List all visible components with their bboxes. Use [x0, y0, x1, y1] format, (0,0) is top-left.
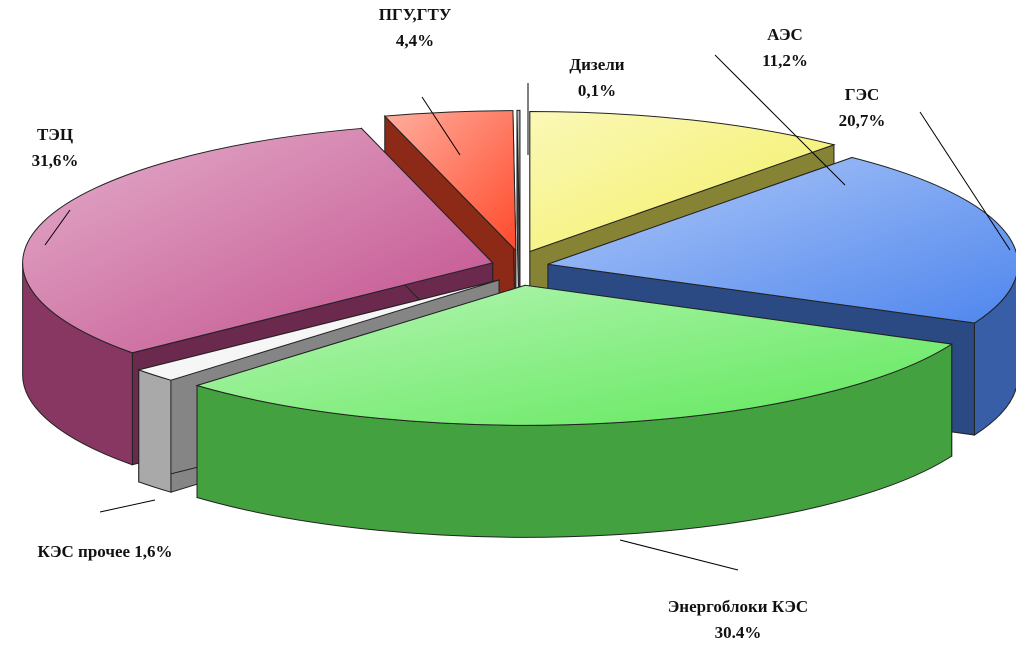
data-label: КЭС прочее 1,6% [37, 542, 172, 561]
category-label: КЭС прочее [37, 542, 130, 561]
slice [195, 284, 954, 426]
category-label: ТЭЦ [37, 125, 73, 144]
value-label: 30.4% [715, 623, 762, 642]
leader-line [619, 539, 739, 571]
slice [383, 110, 517, 252]
value-label: 11,2% [762, 51, 808, 70]
value-label: 20,7% [839, 111, 886, 130]
leader-line [44, 209, 71, 246]
category-label: ГЭС [845, 85, 880, 104]
value-label: 0,1% [578, 81, 616, 100]
labels: АЭС 11,2% ГЭС 20,7% Энергоблоки КЭС 30.4% КЭС … [32, 5, 1011, 642]
category-label: АЭС [767, 25, 803, 44]
leader-line [714, 54, 846, 186]
category-label: Энергоблоки КЭС [668, 597, 808, 616]
leader-line [99, 499, 156, 513]
slice [137, 279, 500, 381]
value-label: 1,6% [134, 542, 172, 561]
category-label: Дизели [569, 55, 624, 74]
value-label: 4,4% [396, 31, 434, 50]
pie [22, 109, 1016, 538]
slice-wall [138, 369, 172, 493]
slice [516, 109, 521, 251]
value-label: 31,6% [32, 151, 79, 170]
slice [547, 156, 1016, 324]
slice [529, 110, 836, 253]
category-label: ПГУ,ГТУ [379, 5, 452, 24]
slice [22, 127, 494, 354]
leader-line [421, 96, 461, 156]
leader-line [919, 111, 1011, 251]
